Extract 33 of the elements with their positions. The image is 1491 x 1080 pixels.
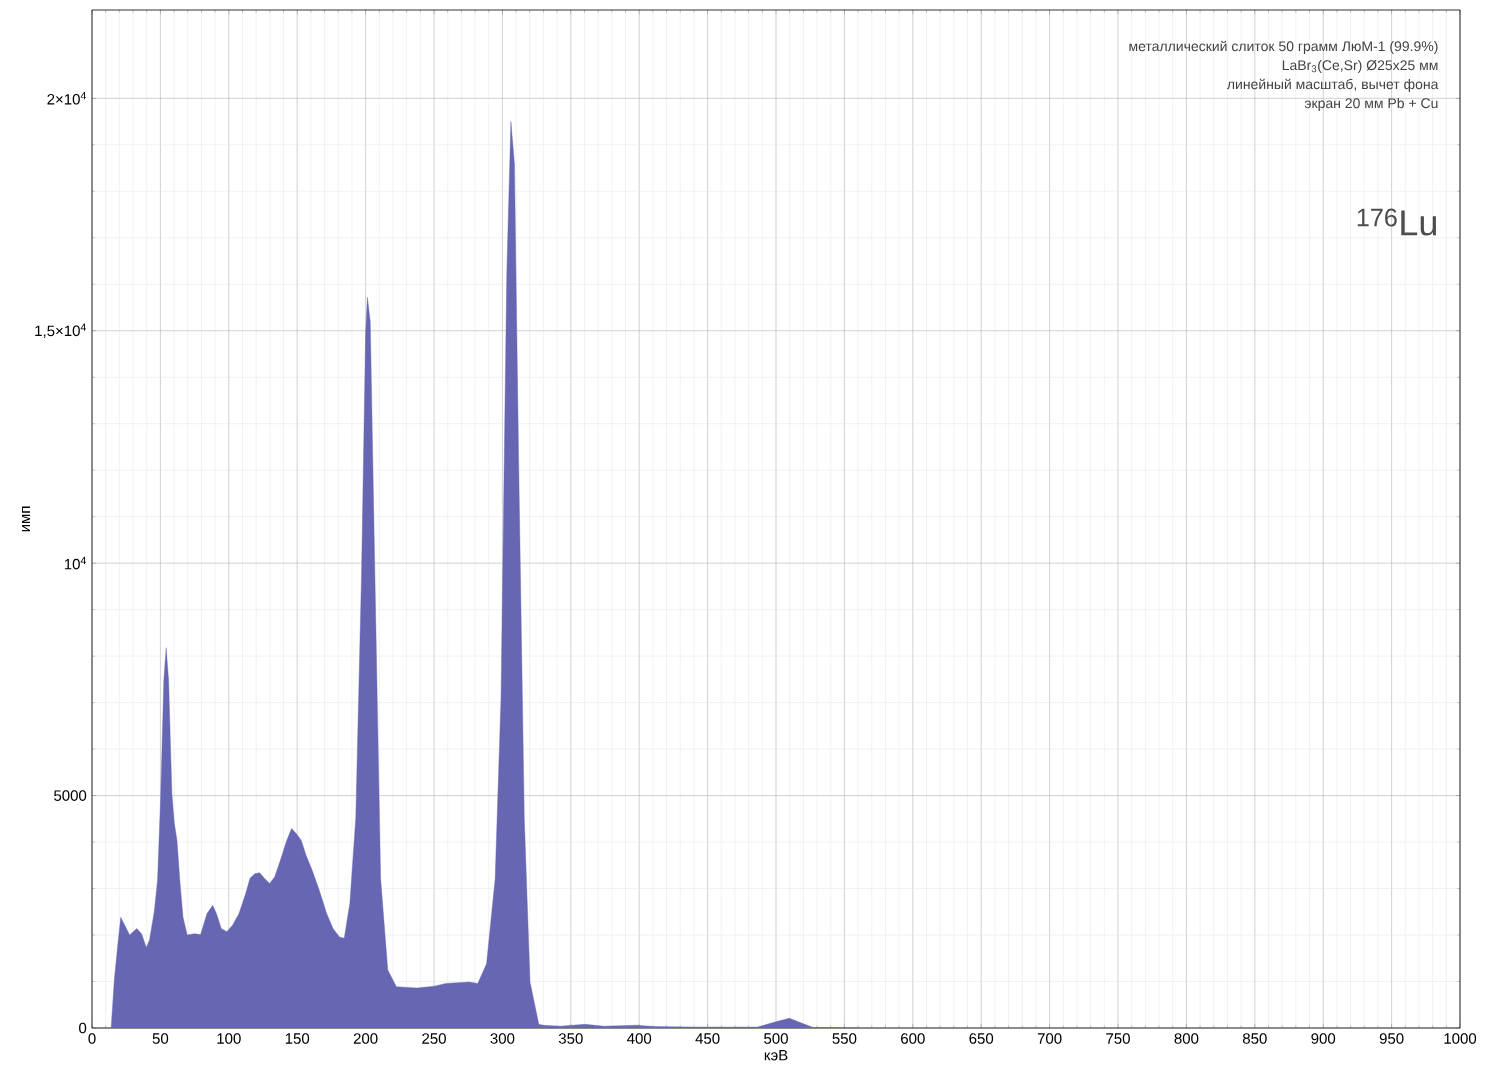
x-tick-label: 900 — [1311, 1033, 1336, 1044]
x-tick-label: 1000 — [1444, 1033, 1477, 1044]
annotation: $^{176}$Lu — [1357, 208, 1436, 236]
x-tick-label: 100 — [217, 1033, 241, 1044]
y-tick-label: 5000 — [54, 790, 87, 801]
y-tick-label: 10$^{4}$ — [64, 556, 86, 570]
x-tick-label: 700 — [1037, 1033, 1062, 1044]
x-tick-label: 650 — [969, 1033, 994, 1044]
x-tick-label: 850 — [1242, 1033, 1267, 1044]
x-tick-label: 200 — [353, 1033, 378, 1044]
x-tick-label: 400 — [627, 1033, 652, 1044]
x-tick-label: 300 — [490, 1033, 515, 1044]
x-tick-label: 50 — [152, 1033, 169, 1044]
y-axis-title: имп — [22, 506, 30, 532]
x-tick-label: 0 — [88, 1033, 96, 1044]
x-tick-label: 250 — [422, 1033, 446, 1044]
annotation: LaBr$_{3}$(Ce,Sr) Ø25x25 мм — [1282, 59, 1438, 73]
x-tick-label: 750 — [1106, 1033, 1130, 1044]
y-tick-label: 0 — [79, 1022, 87, 1034]
x-tick-label: 800 — [1174, 1033, 1199, 1044]
x-tick-label: 500 — [764, 1033, 788, 1044]
x-axis-title: кэВ — [764, 1050, 788, 1061]
y-tick-label: 2×10$^{4}$ — [47, 92, 86, 105]
y-tick-label: 1,5×10$^{4}$ — [35, 323, 86, 338]
x-tick-label: 150 — [285, 1033, 310, 1044]
x-tick-label: 600 — [901, 1033, 925, 1044]
annotation: экран 20 мм Pb + Cu — [1304, 97, 1438, 111]
x-tick-label: 350 — [558, 1033, 583, 1044]
x-tick-label: 550 — [832, 1033, 857, 1044]
x-tick-label: 950 — [1379, 1033, 1404, 1044]
annotation: металлический слиток 50 грамм ЛюМ-1 (99.9%) — [1129, 40, 1438, 54]
annotation: линейный масштаб, вычет фона — [1226, 78, 1439, 92]
x-tick-label: 450 — [695, 1033, 720, 1044]
